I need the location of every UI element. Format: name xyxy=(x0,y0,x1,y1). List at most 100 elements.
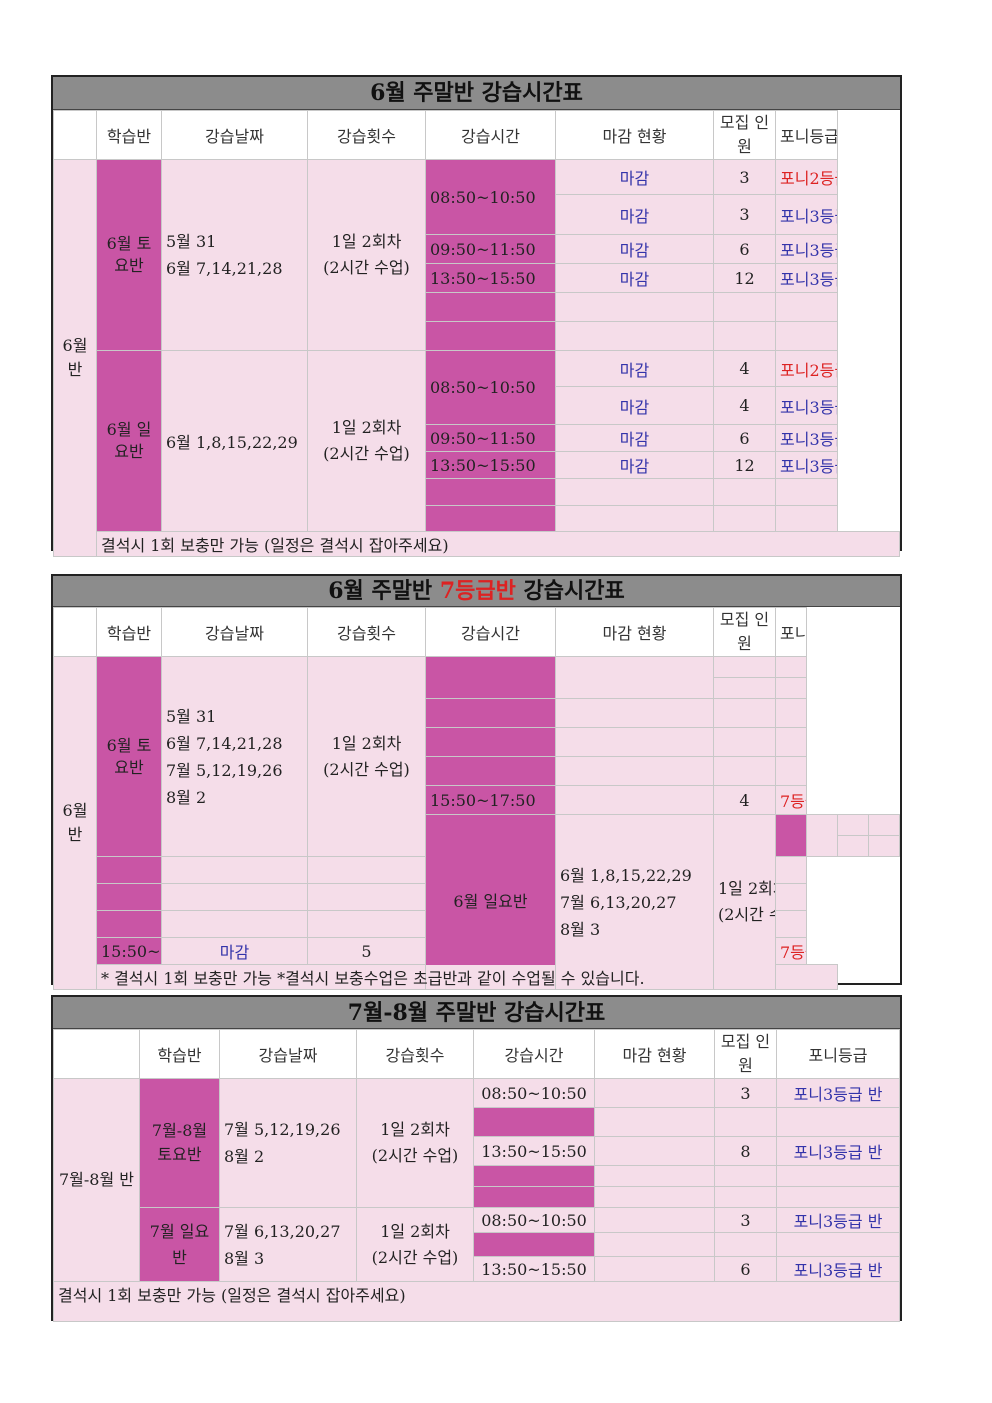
dates-sat: 7월 5,12,19,26 8월 2 xyxy=(219,1078,357,1208)
status-cell: 마감 xyxy=(555,451,714,479)
status-cell xyxy=(555,321,714,351)
schedule-table: 학습반 강습날짜 강습횟수 강습시간 마감 현황 모집 인원 포니등급 6월 반… xyxy=(53,607,900,990)
recruit-cell xyxy=(307,883,426,911)
status-cell xyxy=(594,1165,715,1187)
status-cell: 마감 xyxy=(555,350,714,387)
june-weekend-schedule: 6월 주말반 강습시간표 학습반 강습날짜 강습횟수 강습시간 마감 현황 모집… xyxy=(51,75,902,557)
count-sun: 1일 2회차(2시간 수업) xyxy=(713,814,776,990)
header-date: 강습날짜 xyxy=(219,1029,357,1079)
time-cell: 15:50~17:50 xyxy=(425,785,556,815)
time-cell: 13:50~15:50 xyxy=(425,451,556,479)
note-row: * 결석시 1회 보충만 가능 *결석시 보충수업은 초급반과 같이 수업될 수… xyxy=(54,964,900,990)
header-time: 강습시간 xyxy=(425,607,556,657)
status-cell: 마감 xyxy=(555,386,714,425)
table-row: 09:50~11:50 마감 6 포니3등급 반 xyxy=(54,424,900,452)
header-grade: 포니등급 xyxy=(775,110,838,160)
class-name-sat: 6월 토요반 xyxy=(96,656,162,857)
grade-cell xyxy=(775,698,807,728)
recruit-cell xyxy=(713,677,776,699)
june-grade7-schedule: 6월 주말반 7등급반 강습시간표 학습반 강습날짜 강습횟수 강습시간 마감 … xyxy=(51,574,902,990)
grade-cell: 포니3등급 반 xyxy=(776,1078,900,1108)
status-cell xyxy=(555,727,714,757)
class-name-sun: 7월 일요반 xyxy=(139,1207,220,1282)
recruit-cell xyxy=(713,292,776,322)
header-grade: 포니등급 xyxy=(775,607,807,657)
table-row xyxy=(54,505,900,532)
time-cell xyxy=(473,1232,595,1257)
time-cell xyxy=(473,1107,595,1137)
dates-sat: 5월 31 6월 7,14,21,28 xyxy=(161,159,308,351)
status-cell xyxy=(161,856,308,884)
status-cell: 마감 xyxy=(161,937,308,965)
time-cell xyxy=(425,292,556,322)
schedule-title: 7월-8월 주말반 강습시간표 xyxy=(53,997,900,1029)
grade-cell xyxy=(775,727,807,757)
time-cell xyxy=(425,505,556,532)
grade-cell: 포니3등급 반 xyxy=(775,451,838,479)
time-cell: 08:50~10:50 xyxy=(473,1078,595,1108)
class-name-sat: 7월-8월 토요반 xyxy=(139,1078,220,1208)
status-cell xyxy=(594,1256,715,1282)
recruit-cell: 4 xyxy=(713,386,776,425)
title-highlight: 7등급반 xyxy=(439,578,516,604)
header-time: 강습시간 xyxy=(473,1029,595,1079)
time-cell xyxy=(425,727,556,757)
table-row xyxy=(54,856,900,884)
recruit-cell: 3 xyxy=(713,159,776,195)
time-cell: 08:50~10:50 xyxy=(473,1207,595,1233)
grade-cell xyxy=(776,1107,900,1137)
status-cell xyxy=(594,1107,715,1137)
table-row: 15:50~17:50 마감 5 7등급반 xyxy=(54,937,900,965)
table-row: 7월-8월 반 7월-8월 토요반 7월 5,12,19,26 8월 2 1일 2… xyxy=(53,1078,900,1282)
time-cell xyxy=(473,1165,595,1187)
header-count: 강습횟수 xyxy=(356,1029,474,1079)
recruit-cell: 6 xyxy=(714,1256,777,1282)
table-row: 13:50~15:50 마감 12 포니3등급 반 xyxy=(54,263,900,293)
grade-cell: 포니3등급 반 xyxy=(776,1256,900,1282)
table-row: 마감 4 포니3등급 반 xyxy=(54,386,900,425)
status-cell: 마감 xyxy=(555,424,714,452)
status-cell xyxy=(555,785,714,815)
status-cell: 마감 xyxy=(555,194,714,235)
grade-cell xyxy=(776,1232,900,1257)
class-name-sat: 6월 토요반 xyxy=(96,159,162,351)
recruit-cell: 3 xyxy=(714,1078,777,1108)
grade-cell xyxy=(868,814,900,836)
status-cell xyxy=(555,698,714,728)
count-sat: 1일 2회차 (2시간 수업) xyxy=(356,1078,474,1208)
status-cell xyxy=(555,505,714,532)
status-cell xyxy=(594,1232,715,1257)
status-cell xyxy=(594,1136,715,1166)
time-cell xyxy=(425,656,556,699)
status-cell xyxy=(555,756,714,786)
class-name-sun: 6월 일요반 xyxy=(425,814,556,990)
header-row: 학습반 강습날짜 강습횟수 강습시간 마감 현황 모집 인원 포니등급 xyxy=(53,1029,900,1079)
grade-cell xyxy=(775,478,838,506)
note-row: 결석시 1회 보충만 가능 (일정은 결석시 잡아주세요) xyxy=(54,531,900,557)
recruit-cell xyxy=(713,656,776,678)
recruit-cell xyxy=(307,856,426,884)
time-cell xyxy=(96,883,162,911)
group-label: 6월 반 xyxy=(53,656,97,990)
header-recruit: 모집 인원 xyxy=(714,1029,777,1079)
header-class: 학습반 xyxy=(96,110,162,160)
note-text: * 결석시 1회 보충만 가능 *결석시 보충수업은 초급반과 같이 수업될 수… xyxy=(96,964,838,990)
note-row: 결석시 1회 보충만 가능 (일정은 결석시 잡아주세요) xyxy=(53,1281,900,1322)
table-row xyxy=(54,478,900,506)
header-count: 강습횟수 xyxy=(307,110,426,160)
dates-sun: 6월 1,8,15,22,29 7월 6,13,20,27 8월 3 xyxy=(555,814,714,990)
status-cell xyxy=(594,1207,715,1233)
grade-cell: 포니3등급 반 xyxy=(775,424,838,452)
status-cell xyxy=(555,656,714,699)
header-time: 강습시간 xyxy=(425,110,556,160)
time-cell xyxy=(425,321,556,351)
recruit-cell xyxy=(714,1186,777,1208)
table-row: 7월 일요반 7월 6,13,20,27 8월 3 1일 2회차 (2시간 수업) … xyxy=(54,1207,900,1282)
note-text: 결석시 1회 보충만 가능 (일정은 결석시 잡아주세요) xyxy=(53,1281,900,1322)
recruit-cell: 6 xyxy=(713,234,776,264)
grade-cell xyxy=(775,321,838,351)
table-row: 09:50~11:50 마감 6 포니3등급 반 xyxy=(54,234,900,264)
count-sat: 1일 2회차 (2시간 수업) xyxy=(307,656,426,857)
table-row xyxy=(54,677,900,699)
recruit-cell xyxy=(713,727,776,757)
